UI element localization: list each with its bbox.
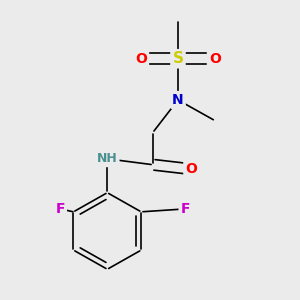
Text: O: O [185, 162, 197, 176]
Text: F: F [56, 202, 65, 216]
Text: NH: NH [97, 152, 118, 165]
Text: F: F [181, 202, 190, 216]
Text: N: N [172, 93, 184, 107]
Text: S: S [172, 51, 184, 66]
Text: O: O [209, 52, 221, 66]
Text: O: O [135, 52, 147, 66]
